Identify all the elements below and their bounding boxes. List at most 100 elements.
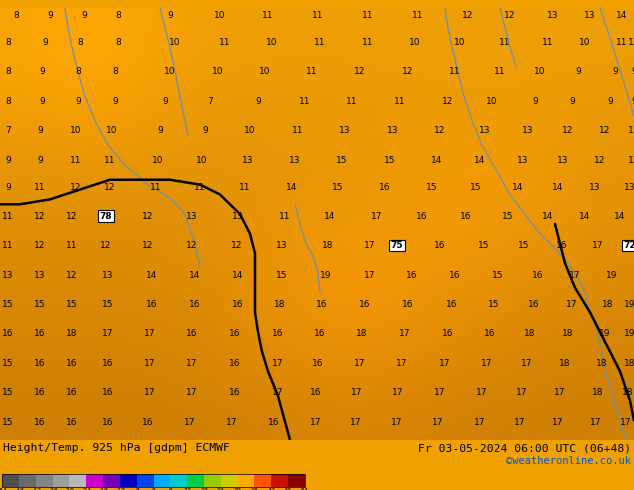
- Text: 16: 16: [359, 300, 371, 309]
- Text: 36: 36: [250, 488, 259, 490]
- Text: 12: 12: [34, 241, 46, 250]
- Text: 16: 16: [533, 270, 544, 279]
- Bar: [53, 474, 69, 487]
- Text: 16: 16: [528, 300, 540, 309]
- Text: 11: 11: [104, 156, 116, 165]
- Text: 17: 17: [145, 389, 156, 397]
- Text: -30: -30: [63, 488, 75, 490]
- Text: 13: 13: [186, 212, 198, 220]
- Text: 17: 17: [226, 418, 238, 427]
- Text: 12: 12: [142, 241, 153, 250]
- Text: 17: 17: [554, 389, 566, 397]
- Text: 15: 15: [492, 270, 504, 279]
- Text: 14: 14: [146, 270, 158, 279]
- Text: 17: 17: [552, 418, 564, 427]
- Text: 10: 10: [70, 126, 82, 135]
- Text: 12: 12: [462, 11, 474, 20]
- Text: 11: 11: [3, 212, 14, 220]
- Text: 17: 17: [351, 389, 363, 397]
- Text: 17: 17: [514, 418, 526, 427]
- Text: 12: 12: [599, 126, 611, 135]
- Bar: [2, 474, 305, 487]
- Text: 17: 17: [476, 389, 488, 397]
- Text: 16: 16: [34, 359, 46, 368]
- Text: 18: 18: [562, 329, 574, 339]
- Text: 9: 9: [612, 67, 618, 76]
- Text: 8: 8: [5, 97, 11, 106]
- Text: Fr 03-05-2024 06:00 UTC (06+48): Fr 03-05-2024 06:00 UTC (06+48): [418, 443, 631, 453]
- Text: 9: 9: [167, 11, 173, 20]
- Text: 17: 17: [620, 418, 631, 427]
- Text: 10: 10: [164, 67, 176, 76]
- Text: 9: 9: [5, 156, 11, 165]
- Text: 17: 17: [590, 418, 602, 427]
- Bar: [120, 474, 137, 487]
- Text: 15: 15: [3, 359, 14, 368]
- Text: 18: 18: [322, 241, 333, 250]
- Text: 11: 11: [412, 11, 424, 20]
- Text: 15: 15: [276, 270, 288, 279]
- Text: 10: 10: [534, 67, 546, 76]
- Text: 14: 14: [614, 212, 626, 220]
- Text: 16: 16: [484, 329, 496, 339]
- Text: 12: 12: [67, 270, 78, 279]
- Text: -42: -42: [30, 488, 42, 490]
- Text: 17: 17: [474, 418, 486, 427]
- Text: 10: 10: [454, 38, 466, 47]
- Text: 12: 12: [628, 156, 634, 165]
- Text: 11: 11: [313, 11, 324, 20]
- Text: 13: 13: [34, 270, 46, 279]
- Text: 18: 18: [596, 359, 608, 368]
- Text: 19: 19: [606, 270, 618, 279]
- Text: 16: 16: [379, 183, 391, 192]
- Text: 11: 11: [616, 38, 628, 47]
- Text: 48: 48: [284, 488, 292, 490]
- Text: 13: 13: [589, 183, 601, 192]
- Text: 9: 9: [112, 97, 118, 106]
- Text: 18: 18: [66, 329, 78, 339]
- Text: 8: 8: [13, 11, 19, 20]
- Text: 42: 42: [268, 488, 275, 490]
- Text: 11: 11: [299, 97, 311, 106]
- Text: 9: 9: [162, 97, 168, 106]
- Text: 13: 13: [242, 156, 254, 165]
- Text: -54: -54: [0, 488, 8, 490]
- Text: 8: 8: [75, 67, 81, 76]
- Text: 16: 16: [66, 359, 78, 368]
- Bar: [254, 474, 271, 487]
- Text: 11: 11: [3, 241, 14, 250]
- Text: 16: 16: [316, 300, 328, 309]
- Text: 12: 12: [186, 241, 198, 250]
- Text: 10: 10: [486, 97, 498, 106]
- Text: 9: 9: [81, 11, 87, 20]
- Text: 11: 11: [346, 97, 358, 106]
- Text: 7: 7: [5, 126, 11, 135]
- Text: 16: 16: [232, 300, 243, 309]
- Bar: [103, 474, 120, 487]
- Text: 16: 16: [406, 270, 418, 279]
- Text: 7: 7: [207, 97, 213, 106]
- Text: 12: 12: [434, 126, 446, 135]
- Text: 11: 11: [362, 38, 374, 47]
- Text: 16: 16: [272, 329, 284, 339]
- Text: 30: 30: [234, 488, 242, 490]
- Text: 9: 9: [255, 97, 261, 106]
- Bar: [288, 474, 305, 487]
- Text: 11: 11: [542, 38, 553, 47]
- Text: 19: 19: [320, 270, 332, 279]
- Text: 16: 16: [434, 241, 446, 250]
- Text: 8: 8: [5, 67, 11, 76]
- Text: 17: 17: [432, 418, 444, 427]
- Text: 14: 14: [232, 270, 243, 279]
- Text: 18: 18: [524, 329, 536, 339]
- Text: 16: 16: [34, 329, 46, 339]
- Text: 16: 16: [446, 300, 458, 309]
- Text: 9: 9: [202, 126, 208, 135]
- Text: 10: 10: [244, 126, 256, 135]
- Text: 16: 16: [417, 212, 428, 220]
- Text: 15: 15: [488, 300, 500, 309]
- Text: 13: 13: [517, 156, 529, 165]
- Text: 14: 14: [474, 156, 486, 165]
- Text: 16: 16: [102, 359, 113, 368]
- Text: 10: 10: [197, 156, 208, 165]
